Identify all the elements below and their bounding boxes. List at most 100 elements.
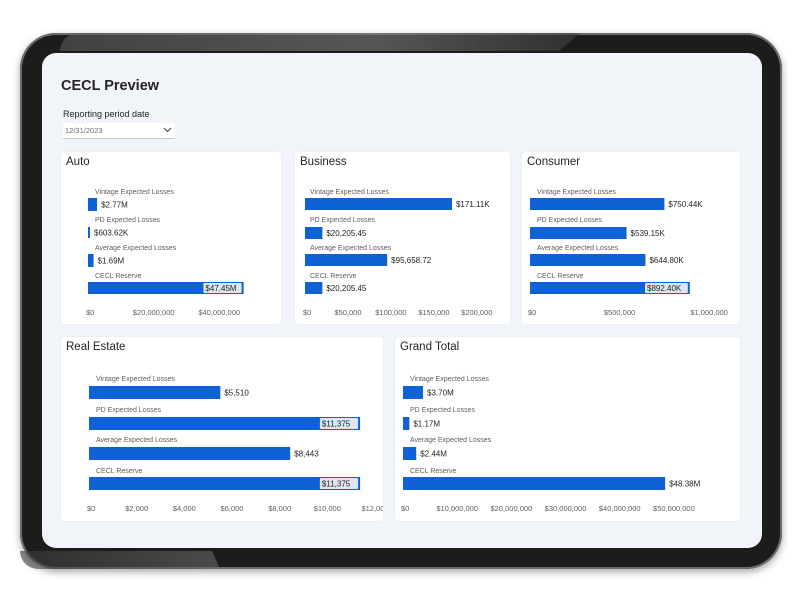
chart-title: Business bbox=[300, 156, 347, 168]
bar[interactable] bbox=[88, 254, 94, 267]
bar[interactable] bbox=[403, 477, 666, 490]
x-tick-label: $20,000,000 bbox=[133, 308, 175, 317]
chart-title: Auto bbox=[66, 156, 90, 168]
data-label: $644.80K bbox=[649, 256, 684, 265]
category-label: Average Expected Losses bbox=[95, 245, 177, 252]
data-label: $539.15K bbox=[631, 229, 666, 238]
category-label: Vintage Expected Losses bbox=[96, 376, 175, 383]
bar[interactable] bbox=[89, 386, 221, 399]
x-tick-label: $50,000 bbox=[334, 308, 361, 317]
x-tick-label: $200,000 bbox=[461, 308, 492, 317]
frame-highlight bbox=[60, 33, 580, 51]
bar-chart: Vintage Expected Losses $171.11K PD Expect… bbox=[303, 189, 492, 317]
category-label: Average Expected Losses bbox=[96, 437, 178, 444]
category-label: CECL Reserve bbox=[310, 273, 357, 280]
data-label: $20,205.45 bbox=[326, 229, 367, 238]
category-label: PD Expected Losses bbox=[537, 217, 602, 224]
data-label: $171.11K bbox=[456, 200, 490, 209]
category-label: Vintage Expected Losses bbox=[310, 189, 389, 196]
bar[interactable] bbox=[403, 417, 410, 430]
bar[interactable] bbox=[305, 254, 388, 266]
x-tick-label: $100,000 bbox=[375, 308, 406, 317]
data-label: $5,510 bbox=[224, 389, 249, 398]
bar[interactable] bbox=[89, 447, 291, 460]
x-tick-label: $1,000,000 bbox=[690, 308, 728, 317]
category-label: CECL Reserve bbox=[537, 273, 584, 280]
data-label: $2.44M bbox=[420, 450, 447, 459]
category-label: Average Expected Losses bbox=[537, 245, 619, 252]
bar[interactable] bbox=[88, 227, 90, 238]
chart-title: Real Estate bbox=[66, 341, 126, 353]
data-label-highlight bbox=[319, 418, 359, 429]
category-label: CECL Reserve bbox=[96, 468, 143, 475]
x-tick-label: $40,000,000 bbox=[599, 504, 641, 513]
x-tick-label: $10,000,000 bbox=[436, 504, 478, 513]
data-label: $603.62K bbox=[94, 229, 129, 238]
chart-card-real-estate[interactable]: Real Estate Vintage Expected Losses $5,51… bbox=[61, 337, 383, 521]
bar[interactable] bbox=[305, 227, 323, 239]
category-label: CECL Reserve bbox=[410, 468, 457, 475]
x-tick-label: $0 bbox=[303, 308, 311, 317]
category-label: PD Expected Losses bbox=[410, 407, 475, 414]
data-label: $11,375 bbox=[322, 420, 351, 429]
data-label-highlight bbox=[203, 283, 242, 293]
data-label: $47.45M bbox=[205, 284, 236, 293]
x-tick-label: $6,000 bbox=[221, 504, 244, 513]
data-label: $95,658.72 bbox=[391, 256, 432, 265]
bar[interactable] bbox=[305, 282, 323, 294]
x-tick-label: $12,000 bbox=[361, 504, 383, 513]
bar[interactable] bbox=[89, 477, 361, 490]
data-label: $11,375 bbox=[322, 480, 351, 489]
bar[interactable] bbox=[403, 386, 424, 399]
period-dropdown-value: 12/31/2023 bbox=[65, 126, 103, 135]
category-label: Average Expected Losses bbox=[410, 437, 492, 444]
period-filter-label: Reporting period date bbox=[63, 109, 150, 119]
chart-title: Grand Total bbox=[400, 341, 460, 353]
period-dropdown[interactable]: 12/31/2023 bbox=[63, 123, 175, 139]
category-label: CECL Reserve bbox=[95, 273, 142, 280]
x-tick-label: $10,000 bbox=[314, 504, 341, 513]
data-label: $892.40K bbox=[647, 284, 682, 293]
chart-title: Consumer bbox=[527, 156, 581, 168]
x-tick-label: $150,000 bbox=[418, 308, 449, 317]
chart-card-consumer[interactable]: Consumer Vintage Expected Losses $750.44K… bbox=[522, 152, 740, 324]
chart-card-business[interactable]: Business Vintage Expected Losses $171.11K… bbox=[295, 152, 510, 324]
bar[interactable] bbox=[530, 198, 665, 210]
bar[interactable] bbox=[88, 198, 98, 211]
bar[interactable] bbox=[530, 254, 646, 266]
data-label: $1.17M bbox=[413, 420, 440, 429]
category-label: Average Expected Losses bbox=[310, 245, 392, 252]
bar[interactable] bbox=[530, 227, 627, 239]
x-tick-label: $500,000 bbox=[604, 308, 635, 317]
chart-card-grand-total[interactable]: Grand Total Vintage Expected Losses $3.70… bbox=[395, 337, 740, 521]
x-tick-label: $8,000 bbox=[268, 504, 291, 513]
page-title: CECL Preview bbox=[61, 78, 160, 94]
category-label: PD Expected Losses bbox=[96, 407, 161, 414]
x-tick-label: $20,000,000 bbox=[491, 504, 533, 513]
category-label: Vintage Expected Losses bbox=[537, 189, 616, 196]
x-tick-label: $30,000,000 bbox=[545, 504, 587, 513]
category-label: Vintage Expected Losses bbox=[95, 189, 174, 196]
bar[interactable] bbox=[403, 447, 417, 460]
bar[interactable] bbox=[305, 198, 452, 210]
data-label: $1.69M bbox=[98, 257, 125, 266]
bar-chart: Vintage Expected Losses $5,510 PD Expected… bbox=[87, 376, 383, 513]
category-label: PD Expected Losses bbox=[95, 217, 160, 224]
chevron-down-icon bbox=[163, 127, 172, 133]
data-label: $8,443 bbox=[294, 450, 319, 459]
data-label: $750.44K bbox=[668, 200, 703, 209]
category-label: Vintage Expected Losses bbox=[410, 376, 489, 383]
x-tick-label: $40,000,000 bbox=[198, 308, 240, 317]
x-tick-label: $4,000 bbox=[173, 504, 196, 513]
x-tick-label: $2,000 bbox=[125, 504, 148, 513]
bar[interactable] bbox=[89, 417, 361, 430]
data-label: $3.70M bbox=[427, 389, 454, 398]
x-tick-label: $0 bbox=[86, 308, 94, 317]
x-tick-label: $0 bbox=[87, 504, 95, 513]
chart-card-auto[interactable]: Auto Vintage Expected Losses $2.77M PD Exp… bbox=[61, 152, 281, 324]
x-tick-label: $0 bbox=[528, 308, 536, 317]
data-label: $48.38M bbox=[669, 480, 700, 489]
data-label-highlight bbox=[319, 478, 359, 489]
x-tick-label: $0 bbox=[401, 504, 409, 513]
category-label: PD Expected Losses bbox=[310, 217, 375, 224]
